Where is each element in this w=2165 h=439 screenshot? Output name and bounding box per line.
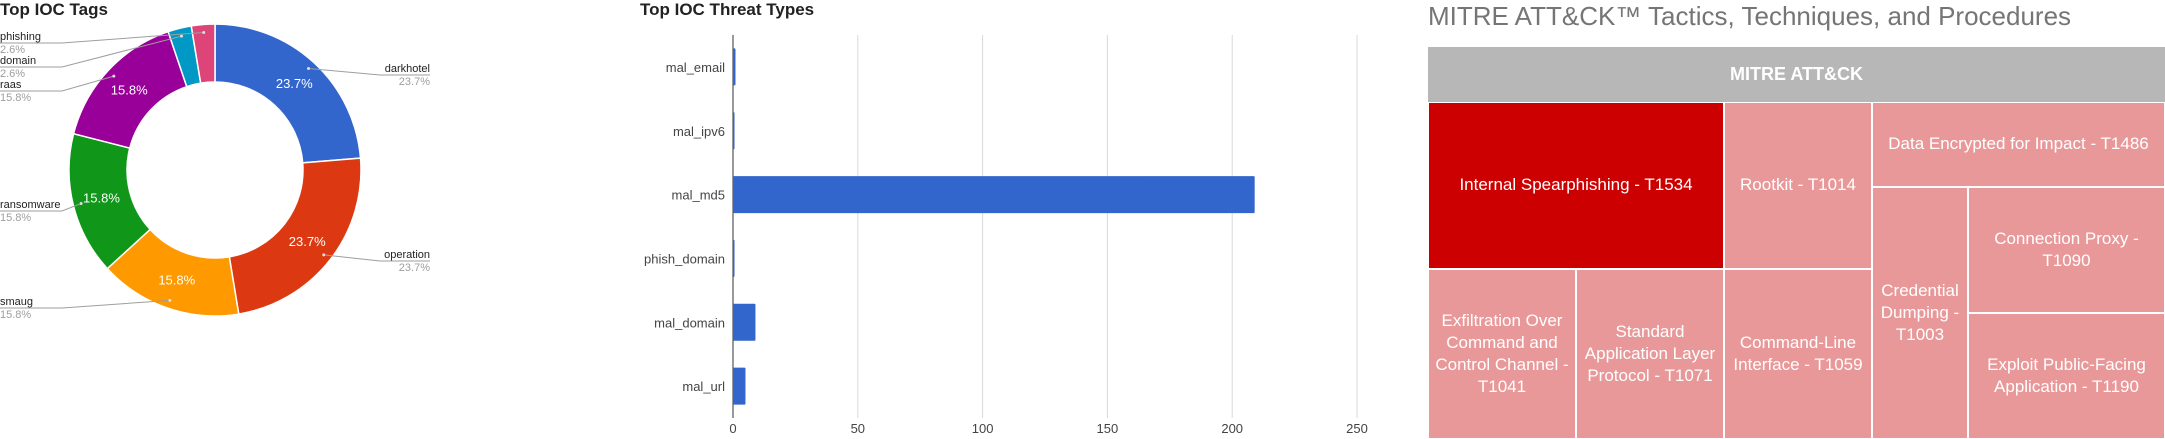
bar (733, 176, 1255, 214)
slice-value-label: 23.7% (276, 76, 313, 91)
ioc-tags-chart: Top IOC Tags 23.7% darkhotel 23.7% 23.7% ope… (0, 0, 610, 439)
leader-line (308, 68, 430, 76)
x-tick-label: 250 (1346, 421, 1368, 436)
treemap-cell[interactable]: Credential Dumping - T1003 (1872, 187, 1968, 439)
leader-dot (112, 74, 116, 78)
slice-percent: 15.8% (0, 212, 31, 224)
slice-label: ransomware (0, 199, 61, 211)
category-label: mal_email (666, 60, 725, 75)
slice-percent: 15.8% (0, 309, 31, 321)
bar (733, 112, 735, 150)
bar (733, 48, 736, 86)
category-label: mal_md5 (672, 188, 725, 203)
slice-percent: 23.7% (399, 262, 430, 274)
leader-dot (202, 30, 206, 34)
slice-percent: 15.8% (0, 92, 31, 104)
treemap-cell[interactable]: Internal Spearphishing - T1534 (1428, 102, 1724, 269)
leader-dot (322, 253, 326, 257)
category-label: mal_domain (654, 315, 725, 330)
x-tick-label: 150 (1097, 421, 1119, 436)
slice-label: phishing (0, 31, 41, 43)
slice-label: smaug (0, 296, 33, 308)
slice-label: darkhotel (385, 63, 430, 75)
treemap-root-header[interactable]: MITRE ATT&CK (1428, 47, 2165, 102)
treemap-cell[interactable]: Data Encrypted for Impact - T1486 (1872, 102, 2165, 187)
x-tick-label: 50 (851, 421, 865, 436)
pie-slice (190, 23, 216, 85)
leader-line (0, 35, 182, 68)
slice-label: operation (384, 249, 430, 261)
leader-line (0, 75, 114, 92)
slice-value-label: 15.8% (111, 82, 148, 97)
leader-dot (307, 67, 311, 71)
treemap-cell[interactable]: Command-Line Interface - T1059 (1724, 269, 1872, 439)
donut-chart: 23.7%darkhotel23.7%23.7%operation23.7%15… (0, 23, 430, 321)
leader-line (0, 203, 82, 212)
slice-percent: 2.6% (0, 44, 25, 56)
leader-dot (79, 201, 83, 205)
bar-chart: 0 50 100 150 200 250 mal_email mal_ipv6 mal_md5p… (644, 35, 1368, 436)
treemap-cell[interactable]: Standard Application Layer Protocol - T1… (1576, 269, 1724, 439)
ioc-threat-types-chart: Top IOC Threat Types 0 50 100 150 200 250 mal_… (640, 0, 1400, 439)
leader-dot (168, 298, 172, 302)
slice-value-label: 23.7% (289, 234, 326, 249)
slice-percent: 23.7% (399, 76, 430, 88)
slice-value-label: 15.8% (158, 273, 195, 288)
leader-line (323, 254, 430, 262)
x-tick-label: 200 (1221, 421, 1243, 436)
treemap-cell[interactable]: Exploit Public-Facing Application - T119… (1968, 313, 2165, 439)
treemap-title: MITRE ATT&CK™ Tactics, Techniques, and P… (1428, 1, 2072, 31)
bar (733, 239, 735, 277)
leader-line (0, 299, 170, 309)
bar (733, 303, 756, 341)
treemap-cell[interactable]: Rootkit - T1014 (1724, 102, 1872, 269)
slice-value-label: 15.8% (83, 190, 120, 205)
treemap-cell[interactable]: Connection Proxy - T1090 (1968, 187, 2165, 313)
bar (733, 367, 746, 405)
slice-percent: 2.6% (0, 68, 25, 80)
slice-label: raas (0, 79, 22, 91)
mitre-attack-treemap: MITRE ATT&CK™ Tactics, Techniques, and P… (1420, 0, 2165, 439)
slice-label: domain (0, 55, 36, 67)
leader-dot (180, 34, 184, 38)
chart-title: Top IOC Tags (0, 0, 108, 19)
category-label: phish_domain (644, 251, 725, 266)
category-label: mal_ipv6 (673, 124, 725, 139)
x-tick-label: 100 (972, 421, 994, 436)
pie-slice (228, 157, 362, 315)
x-tick-label: 0 (729, 421, 736, 436)
treemap-cell[interactable]: Exfiltration Over Command and Control Ch… (1428, 269, 1576, 439)
category-label: mal_url (682, 379, 725, 394)
pie-slice (214, 23, 362, 164)
leader-line (0, 31, 204, 44)
chart-title: Top IOC Threat Types (640, 0, 815, 19)
